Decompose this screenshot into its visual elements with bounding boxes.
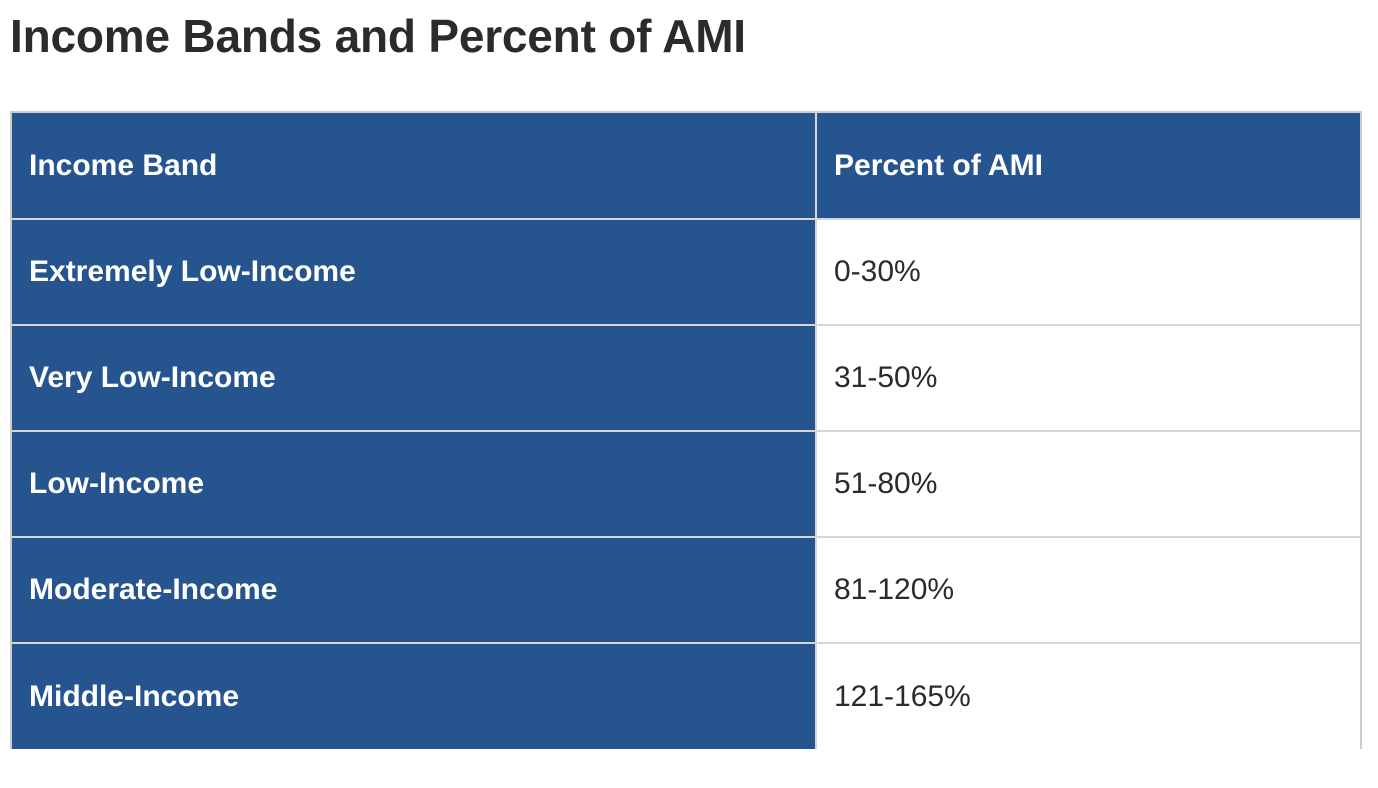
table-row: Low-Income 51-80%: [12, 431, 1360, 538]
table-header-row: Income Band Percent of AMI: [12, 113, 1360, 220]
column-header-percent-of-ami: Percent of AMI: [816, 113, 1360, 220]
table-row: Very Low-Income 31-50%: [12, 325, 1360, 432]
table-row: Middle-Income 121-165%: [12, 643, 1360, 749]
table-row: Moderate-Income 81-120%: [12, 537, 1360, 644]
percent-of-ami-cell: 51-80%: [816, 431, 1360, 538]
column-header-income-band: Income Band: [12, 113, 817, 220]
percent-of-ami-cell: 31-50%: [816, 325, 1360, 432]
percent-of-ami-cell: 81-120%: [816, 537, 1360, 644]
income-band-cell: Extremely Low-Income: [12, 219, 817, 326]
income-bands-table: Income Band Percent of AMI Extremely Low…: [12, 113, 1360, 749]
income-band-cell: Low-Income: [12, 431, 817, 538]
table-row: Extremely Low-Income 0-30%: [12, 219, 1360, 326]
income-bands-table-frame: Income Band Percent of AMI Extremely Low…: [10, 111, 1362, 749]
income-band-cell: Very Low-Income: [12, 325, 817, 432]
income-band-cell: Moderate-Income: [12, 537, 817, 644]
percent-of-ami-cell: 0-30%: [816, 219, 1360, 326]
percent-of-ami-cell: 121-165%: [816, 643, 1360, 749]
page-title: Income Bands and Percent of AMI: [10, 10, 746, 62]
income-band-cell: Middle-Income: [12, 643, 817, 749]
